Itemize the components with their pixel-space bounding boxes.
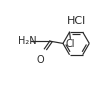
Text: H₂N: H₂N: [18, 36, 36, 46]
Text: O: O: [36, 55, 44, 65]
Text: HCl: HCl: [66, 17, 85, 26]
Text: Cl: Cl: [65, 39, 74, 49]
